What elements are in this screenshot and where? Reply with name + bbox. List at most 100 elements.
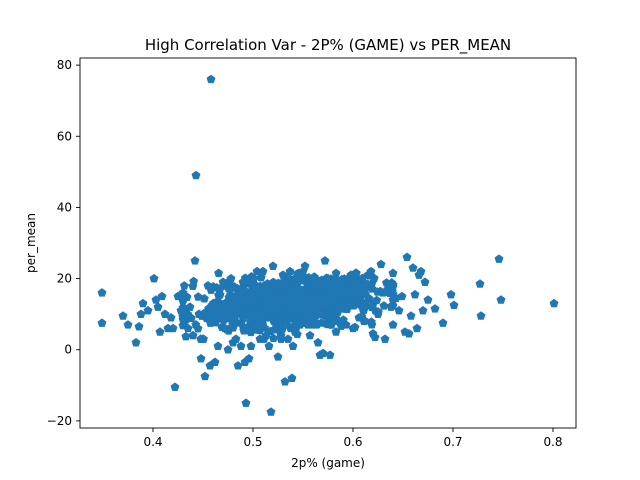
data-point [180,316,190,326]
data-point [236,341,246,350]
data-point [404,329,414,338]
data-point [178,288,188,297]
data-point [97,318,107,327]
data-point [210,357,220,366]
data-point [370,332,380,342]
y-tick-label: 40 [57,200,72,214]
data-point [170,382,180,391]
data-point [387,278,397,287]
data-point [244,353,254,363]
data-point [215,284,225,294]
data-point [438,318,448,327]
data-point [274,305,284,314]
data-point [255,325,265,335]
data-point [549,298,559,308]
data-point [191,170,201,180]
data-point [248,300,258,309]
data-point [166,313,176,322]
data-point [268,261,278,270]
data-point [372,295,382,305]
data-point [359,305,369,315]
x-tick-label: 0.6 [343,435,362,449]
data-point [206,74,216,84]
data-point [420,277,430,286]
data-point [297,313,307,322]
data-point [379,301,389,310]
data-point [198,334,208,343]
data-point [205,318,215,327]
y-tick-label: 0 [64,343,72,357]
x-tick-label: 0.5 [243,435,262,449]
data-point [185,302,195,311]
data-point [214,268,224,278]
data-point [416,266,426,276]
data-point [219,315,229,325]
data-point [203,280,213,290]
data-point [190,256,200,265]
data-point [213,341,223,350]
data-point [97,288,107,297]
data-point [218,305,228,315]
data-point [231,303,241,312]
data-point [300,276,310,285]
data-point [366,317,376,326]
data-point [418,305,428,315]
data-point [288,341,298,350]
data-point [318,348,328,358]
data-point [301,302,311,312]
data-point [196,353,206,363]
data-point [143,305,153,315]
data-point [231,334,241,343]
data-point [376,259,386,269]
y-axis: −20 0 20 40 60 80 [47,58,80,428]
data-point [308,273,318,283]
data-point [261,282,271,292]
data-point [373,309,383,318]
data-point [348,323,358,333]
data-point [131,337,141,347]
data-point [423,295,433,304]
data-point [118,311,128,320]
data-point [412,323,422,333]
data-point [290,327,300,336]
y-axis-label: per_mean [24,213,38,273]
data-point [388,268,398,278]
data-point [333,277,343,286]
data-point [191,320,201,329]
data-point [230,311,240,320]
data-point [313,337,323,347]
data-point [123,320,133,329]
data-point [430,304,440,313]
data-point [284,305,294,315]
data-point [236,287,246,296]
data-point [153,302,163,311]
data-point [233,294,243,304]
data-point [268,333,278,343]
data-point [224,292,234,302]
data-point [273,352,283,361]
data-point [238,277,248,286]
data-point [160,309,170,318]
data-point [233,361,243,370]
data-point [331,327,341,336]
data-point [188,330,198,340]
y-tick-label: 20 [57,272,72,286]
data-point [383,284,393,294]
data-point [285,266,295,276]
x-axis: 0.4 0.5 0.6 0.7 0.8 [143,428,563,449]
data-point [264,341,274,350]
data-point [349,301,359,310]
data-point [199,293,209,303]
data-point [328,298,338,307]
data-point [410,289,420,299]
y-tick-label: −20 [47,414,72,428]
data-point [261,330,271,340]
data-point [446,289,456,299]
data-point [176,305,186,315]
data-point [476,311,486,320]
data-point [311,305,321,315]
data-point [394,305,404,315]
data-point [249,273,259,283]
data-point [289,296,299,305]
